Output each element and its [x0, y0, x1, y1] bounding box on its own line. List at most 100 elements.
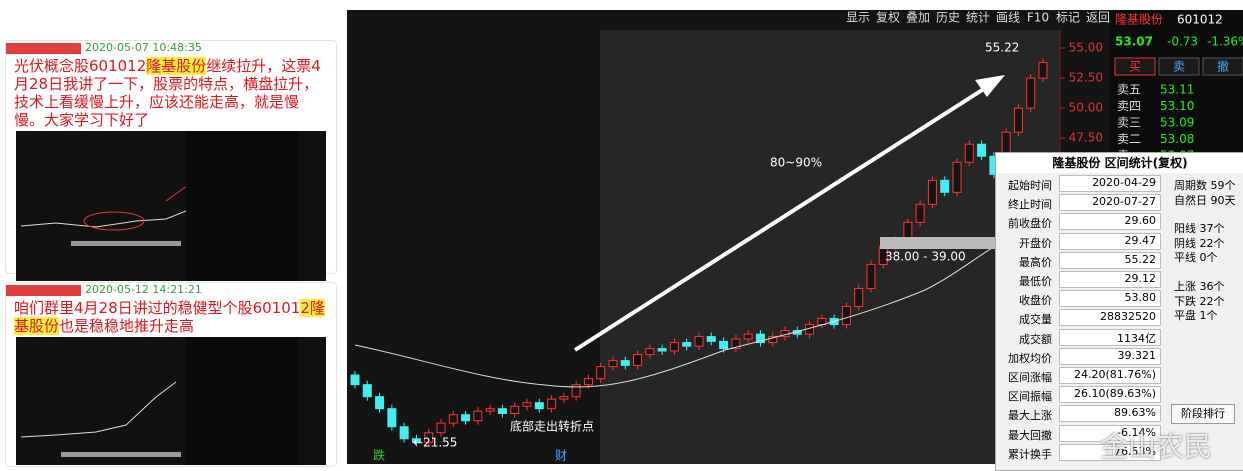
candle [510, 405, 520, 415]
text: 光伏概念股601012 [14, 57, 147, 75]
book-label: 卖四 [1117, 99, 1141, 113]
candle [977, 143, 987, 157]
message-text: 咱们群里4月28日讲过的稳健型个股601012隆基股份也是稳稳地推升走高 [14, 299, 328, 335]
dialog-title: 隆基股份 区间统计(复权) [996, 153, 1243, 173]
candle [485, 408, 495, 412]
candle [596, 366, 606, 380]
trade-button[interactable] [1158, 57, 1200, 76]
candle [940, 179, 950, 193]
candle [915, 203, 925, 223]
annotation: 底部走出转折点 [510, 419, 594, 434]
candle [461, 414, 471, 422]
message: 2020-05-07 10:48:35 光伏概念股601012隆基股份继续拉升，… [5, 40, 337, 281]
message: 2020-05-12 14:21:21 咱们群里4月28日讲过的稳健型个股601… [5, 282, 337, 467]
book-label: 卖三 [1117, 116, 1141, 130]
side-stat: 阴线 22个 [1174, 236, 1225, 250]
candle [547, 398, 557, 410]
field-value: 39.321 [1059, 347, 1161, 365]
trade-button-label[interactable]: 卖 [1173, 60, 1185, 74]
trade-button-label[interactable]: 撤 [1217, 59, 1229, 74]
candle [522, 402, 532, 407]
field-value: -6.14% [1059, 424, 1161, 442]
candle [424, 432, 434, 443]
side-stat: 阳线 37个 [1174, 222, 1225, 235]
candle [436, 422, 446, 434]
book-price: 53.10 [1160, 99, 1194, 113]
message-header: 2020-05-12 14:21:21 [6, 283, 336, 297]
candle [743, 333, 753, 340]
dialog-button[interactable]: 阶段排行 [1171, 404, 1235, 424]
field-label: 成交量 [1019, 313, 1052, 327]
trade-button[interactable] [1114, 57, 1156, 76]
stat-dialog: 隆基股份 区间统计(复权) 起始时间 2020-04-29 终止时间 2020-07-… [995, 152, 1243, 471]
field-label: 起始时间 [1008, 179, 1052, 192]
toolbar-button[interactable]: 复权 [876, 11, 900, 25]
trade-button-label[interactable]: 买 [1129, 60, 1141, 74]
candle [583, 378, 593, 386]
toolbar-button[interactable]: 返回 [1086, 11, 1110, 25]
toolbar-button[interactable]: 标记 [1056, 11, 1080, 25]
field-label: 最大回撤 [1008, 428, 1052, 442]
toolbar-button[interactable]: F10 [1027, 11, 1049, 25]
stock-code: 601012 [1177, 13, 1223, 27]
thumbnail-chart [20, 337, 298, 465]
message-text: 光伏概念股601012隆基股份继续拉升，这票4月28日我讲了一下，股票的特点，横… [14, 57, 328, 129]
side-stat: 周期数 59个 [1174, 179, 1236, 192]
candle [927, 179, 937, 205]
field-value: 1134亿 [1059, 328, 1161, 346]
candle [387, 408, 397, 428]
candle [731, 338, 741, 350]
toolbar-button[interactable]: 历史 [936, 11, 960, 25]
field-label: 终止时间 [1008, 198, 1052, 212]
book-price: 53.08 [1160, 132, 1194, 146]
field-value: 29.47 [1059, 232, 1161, 250]
annotation: 55.22 [985, 41, 1019, 55]
field-value: 2020-04-29 [1059, 175, 1161, 192]
side-stat: 下跌 22个 [1174, 294, 1225, 308]
candle [399, 426, 409, 440]
bottom-mark: 财 [555, 449, 567, 463]
side-stat: 自然日 90天 [1174, 193, 1236, 207]
candle [866, 263, 876, 289]
field-value: 29.12 [1059, 271, 1161, 288]
candle [559, 396, 569, 400]
candle [669, 342, 679, 352]
y-tick-label: 52.50 [1069, 71, 1103, 85]
toolbar-button[interactable]: 画线 [996, 11, 1020, 25]
candle [448, 414, 458, 424]
field-label: 最高价 [1019, 255, 1052, 269]
candle [952, 161, 962, 193]
toolbar-button[interactable]: 叠加 [906, 11, 930, 25]
book-price: 53.09 [1160, 116, 1194, 130]
candle [645, 348, 655, 356]
trade-button[interactable] [1202, 57, 1243, 76]
text: 继续拉升，这票4月28日我讲了一下，股票的特点，横盘拉升，技术上看缓慢上升，应该… [14, 57, 321, 129]
candle [350, 374, 360, 386]
candle [1038, 61, 1048, 79]
text: 也是稳稳地推升走高 [59, 317, 195, 335]
candle [1013, 107, 1023, 133]
field-label: 最低价 [1019, 275, 1052, 288]
field-label: 区间振幅 [1008, 390, 1052, 404]
candle [633, 354, 643, 366]
candle [964, 143, 974, 163]
candle [1026, 77, 1036, 109]
candle [411, 438, 421, 443]
annotation: ←21.55 [413, 436, 457, 450]
annotation: 38.00 - 39.00 [885, 250, 966, 264]
candle [375, 396, 385, 410]
field-label: 最大上涨 [1008, 409, 1052, 423]
candle [719, 340, 729, 350]
field-label: 成交额 [1019, 332, 1052, 346]
candle [657, 348, 667, 352]
candle [362, 384, 372, 398]
field-value: 55.22 [1059, 251, 1161, 269]
candle [534, 402, 544, 410]
candle [497, 408, 507, 415]
toolbar-button[interactable]: 显示 [846, 11, 870, 25]
moving-average-decor [354, 219, 1046, 388]
field-label: 加权均价 [1008, 351, 1052, 365]
toolbar-button[interactable]: 统计 [966, 11, 990, 25]
field-label: 收盘价 [1019, 294, 1052, 308]
